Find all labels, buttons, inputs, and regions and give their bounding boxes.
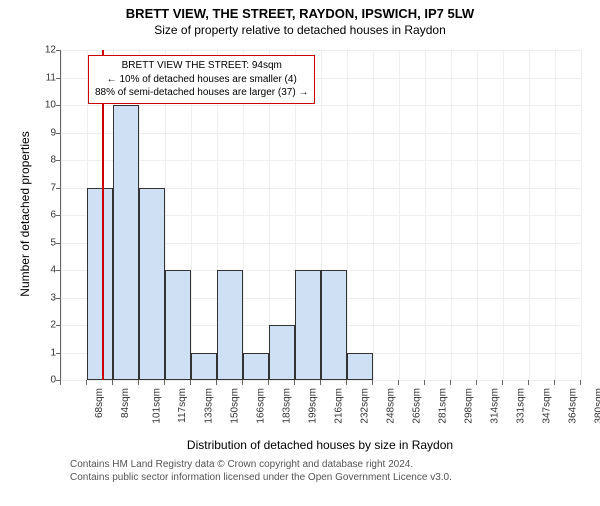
y-tick-label: 3 bbox=[50, 292, 56, 303]
legend-line-1: BRETT VIEW THE STREET: 94sqm bbox=[95, 59, 308, 73]
x-tick-label: 216sqm bbox=[334, 388, 345, 424]
x-tick-label: 298sqm bbox=[464, 388, 475, 424]
x-tick-label: 183sqm bbox=[282, 388, 293, 424]
chart-title-sub: Size of property relative to detached ho… bbox=[0, 23, 600, 37]
y-tick-label: 1 bbox=[50, 347, 56, 358]
x-tick-label: 331sqm bbox=[516, 388, 527, 424]
footer-attribution: Contains HM Land Registry data © Crown c… bbox=[70, 458, 452, 484]
x-tick-label: 232sqm bbox=[360, 388, 371, 424]
histogram-bar bbox=[321, 270, 347, 380]
histogram-bar bbox=[139, 188, 165, 381]
y-axis-label: Number of detached properties bbox=[18, 129, 32, 299]
y-tick-label: 10 bbox=[45, 100, 56, 111]
y-tick-label: 7 bbox=[50, 182, 56, 193]
legend-box: BRETT VIEW THE STREET: 94sqm ← 10% of de… bbox=[88, 55, 315, 104]
x-tick-label: 265sqm bbox=[412, 388, 423, 424]
x-tick-label: 248sqm bbox=[386, 388, 397, 424]
x-tick-label: 380sqm bbox=[594, 388, 600, 424]
histogram-bar bbox=[87, 188, 113, 381]
y-tick-label: 11 bbox=[46, 72, 56, 83]
histogram-bar bbox=[217, 270, 243, 380]
y-tick-label: 0 bbox=[50, 375, 56, 386]
footer-line-2: Contains public sector information licen… bbox=[70, 471, 452, 484]
x-axis-ticks: 68sqm 84sqm 101sqm 117sqm 133sqm 150sqm 166sqm… bbox=[60, 380, 580, 440]
x-tick-label: 166sqm bbox=[256, 388, 267, 424]
legend-line-3: 88% of semi-detached houses are larger (… bbox=[95, 86, 308, 100]
x-tick-label: 84sqm bbox=[120, 388, 131, 418]
y-tick-label: 2 bbox=[50, 320, 56, 331]
y-tick-label: 6 bbox=[50, 210, 56, 221]
x-tick-label: 281sqm bbox=[438, 388, 449, 424]
x-tick-label: 314sqm bbox=[490, 388, 501, 424]
histogram-bar bbox=[347, 353, 373, 381]
y-tick-label: 9 bbox=[50, 127, 56, 138]
histogram-bar bbox=[191, 353, 217, 381]
y-tick-label: 8 bbox=[50, 155, 56, 166]
histogram-bar bbox=[269, 325, 295, 380]
x-axis-label: Distribution of detached houses by size … bbox=[60, 438, 580, 452]
x-tick-label: 150sqm bbox=[230, 388, 241, 424]
y-tick-label: 5 bbox=[50, 237, 56, 248]
chart-title-main: BRETT VIEW, THE STREET, RAYDON, IPSWICH,… bbox=[0, 6, 600, 21]
footer-line-1: Contains HM Land Registry data © Crown c… bbox=[70, 458, 452, 471]
histogram-bar bbox=[295, 270, 321, 380]
histogram-bar bbox=[113, 105, 139, 380]
x-tick-label: 347sqm bbox=[542, 388, 553, 424]
x-tick-label: 199sqm bbox=[308, 388, 319, 424]
y-tick-label: 12 bbox=[45, 45, 56, 56]
x-tick-label: 101sqm bbox=[152, 388, 163, 424]
histogram-bar bbox=[243, 353, 269, 381]
x-tick-label: 117sqm bbox=[177, 388, 188, 423]
x-tick-label: 364sqm bbox=[568, 388, 579, 424]
x-tick-label: 133sqm bbox=[204, 388, 215, 424]
y-tick-label: 4 bbox=[50, 265, 56, 276]
histogram-bar bbox=[165, 270, 191, 380]
x-tick-label: 68sqm bbox=[94, 388, 105, 418]
legend-line-2: ← 10% of detached houses are smaller (4) bbox=[95, 73, 308, 87]
